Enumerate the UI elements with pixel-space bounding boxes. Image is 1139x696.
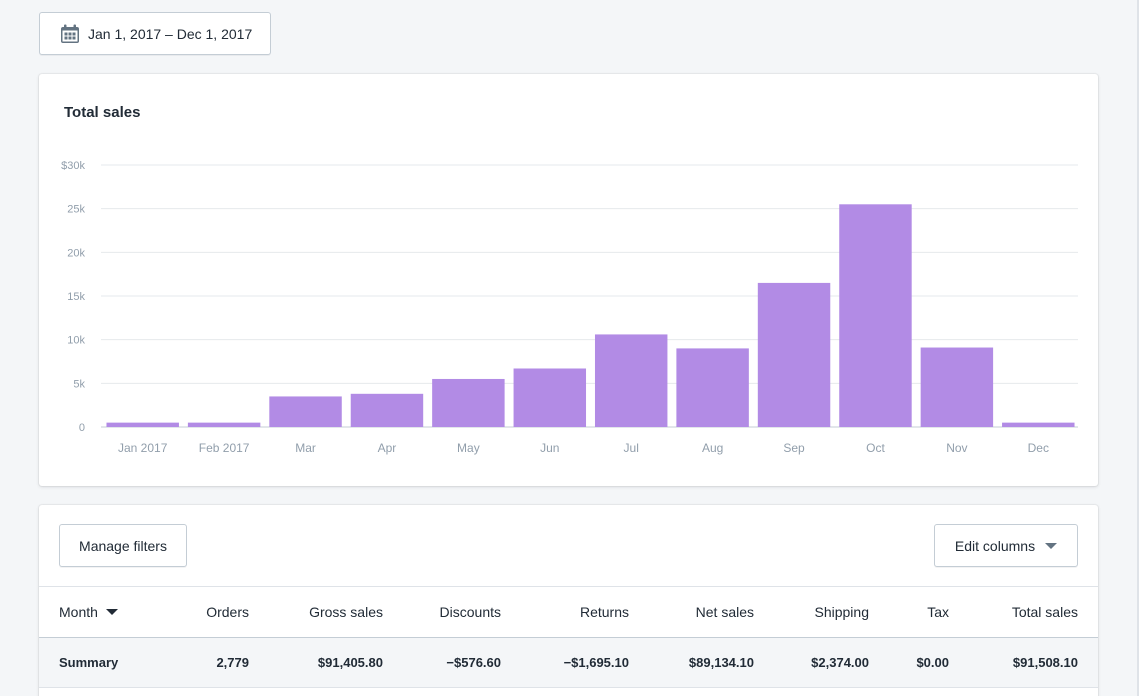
x-tick-label: Mar [295,441,316,455]
bar [594,334,668,427]
x-tick-label: Sep [783,441,805,455]
table-header-row: Month Orders Gross sales Discounts Retur… [39,587,1098,637]
y-tick-label: 10k [67,335,85,347]
date-range-label: Jan 1, 2017 – Dec 1, 2017 [88,25,253,42]
summary-net-sales: $89,134.10 [688,655,754,670]
x-tick-label: Nov [946,441,967,455]
summary-total-sales: $91,508.10 [1012,655,1078,670]
calendar-icon [61,24,79,43]
header-net-sales[interactable]: Net sales [695,604,754,620]
x-tick-label: Dec [1028,441,1049,455]
row-divider [39,687,1098,688]
date-range-button[interactable]: Jan 1, 2017 – Dec 1, 2017 [39,12,271,55]
manage-filters-button[interactable]: Manage filters [59,524,187,567]
bar [513,368,587,427]
total-sales-chart: 0 5k 10k 15k 20k 25k $30k Jan 2017 Feb 2017 Mar Ap… [61,160,1078,455]
x-tick-label: Apr [378,441,397,455]
header-gross-sales[interactable]: Gross sales [309,604,383,620]
bar [269,396,342,427]
chart-title: Total sales [64,104,141,121]
y-tick-label: 0 [79,422,85,434]
y-tick-label: 15k [67,291,85,303]
summary-row: Summary 2,779 $91,405.80 −$576.60 −$1,69… [39,638,1098,687]
bar [432,378,505,427]
page-edge [1137,0,1139,696]
header-divider [39,637,1098,638]
y-tick-label: 5k [73,378,85,390]
sales-table-card: Manage filters Edit columns Month Orders… [39,505,1098,696]
summary-tax: $0.00 [916,655,949,670]
bar [350,393,424,427]
divider [39,586,1098,587]
header-total-sales[interactable]: Total sales [1011,604,1078,620]
y-tick-label: $30k [61,160,85,172]
x-tick-label: May [457,441,480,455]
bar [920,347,994,427]
bar [757,282,831,427]
bar [676,348,749,427]
x-tick-label: Jun [540,441,559,455]
y-tick-label: 25k [67,204,85,216]
summary-discounts: −$576.60 [446,655,501,670]
header-month-label: Month [59,604,98,620]
y-tick-label: 20k [67,247,85,259]
bar [1002,422,1075,427]
edit-columns-button[interactable]: Edit columns [934,524,1078,567]
x-tick-label: Jan 2017 [118,441,168,455]
header-shipping[interactable]: Shipping [814,604,870,620]
manage-filters-label: Manage filters [79,537,167,554]
chevron-down-icon [1045,542,1058,549]
header-tax[interactable]: Tax [927,604,949,620]
summary-gross-sales: $91,405.80 [317,655,383,670]
summary-label: Summary [59,655,119,670]
sort-desc-icon [105,609,118,615]
x-tick-label: Aug [702,441,723,455]
x-tick-label: Jul [624,441,639,455]
header-orders[interactable]: Orders [206,604,249,620]
edit-columns-label: Edit columns [954,537,1036,554]
summary-shipping: $2,374.00 [811,655,869,670]
bar [839,204,912,427]
summary-returns: −$1,695.10 [563,655,629,670]
bar [106,422,179,427]
header-returns[interactable]: Returns [579,604,629,620]
header-discounts[interactable]: Discounts [439,604,501,620]
header-month[interactable]: Month [59,587,118,637]
x-tick-label: Feb 2017 [199,441,250,455]
summary-orders: 2,779 [216,655,249,670]
x-tick-label: Oct [866,441,885,455]
total-sales-card: Total sales 0 5k 10k 15k 20k 25k $30k Jan 2017 F… [39,74,1098,486]
bar [187,422,261,427]
